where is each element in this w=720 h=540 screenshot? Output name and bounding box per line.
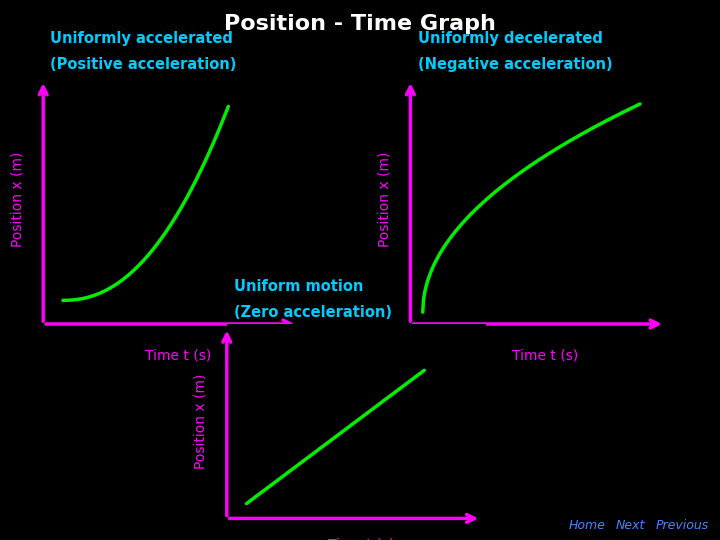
Text: Uniform motion: Uniform motion xyxy=(234,279,364,294)
Text: Uniformly decelerated: Uniformly decelerated xyxy=(418,31,603,46)
Text: (Positive acceleration): (Positive acceleration) xyxy=(50,57,237,72)
Text: Home: Home xyxy=(569,519,606,532)
Text: Uniformly accelerated: Uniformly accelerated xyxy=(50,31,233,46)
Text: Time t (s): Time t (s) xyxy=(512,349,578,363)
Text: Time t (s): Time t (s) xyxy=(145,349,211,363)
Text: Position x (m): Position x (m) xyxy=(194,374,208,469)
Text: Position - Time Graph: Position - Time Graph xyxy=(224,14,496,33)
Text: Position x (m): Position x (m) xyxy=(10,152,24,247)
Text: Time t (s): Time t (s) xyxy=(328,538,395,540)
Text: (Zero acceleration): (Zero acceleration) xyxy=(234,305,392,320)
Text: Next: Next xyxy=(616,519,645,532)
Text: Previous: Previous xyxy=(655,519,708,532)
Text: (Negative acceleration): (Negative acceleration) xyxy=(418,57,612,72)
Text: Position x (m): Position x (m) xyxy=(377,152,392,247)
